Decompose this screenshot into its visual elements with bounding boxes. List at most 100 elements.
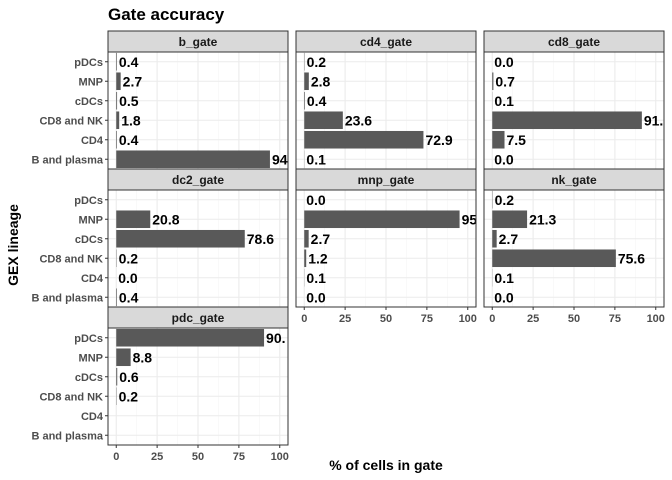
- bar-value-label: 91.: [644, 112, 663, 128]
- bar-value-label: 0.4: [119, 132, 139, 148]
- facet-strip-label: b_gate: [179, 35, 218, 49]
- y-tick-label: CD8 and NK: [39, 391, 103, 403]
- bars: 90. 8.8 0.6 0.2: [116, 328, 286, 406]
- y-tick-label: CD4: [81, 411, 104, 423]
- bar: [116, 111, 120, 130]
- bars: 0.2 2.8 0.4 23.6 72.9 0.1: [304, 52, 453, 169]
- bar: [304, 249, 307, 268]
- facet-nk_gate: nk_gate 0.2 21.3 2.7 75.6 0.1 0.0 0 25 50 75 100: [483, 168, 665, 325]
- y-tick-label: CD4: [81, 135, 104, 147]
- bar: [492, 249, 616, 268]
- x-tick-label: 50: [380, 313, 392, 325]
- y-tick-label: CD4: [81, 273, 104, 285]
- bar-value-label: 0.7: [495, 73, 515, 89]
- bar-value-label: 0.0: [494, 151, 514, 167]
- x-tick-label: 25: [151, 451, 163, 463]
- bar-value-label: 0.4: [119, 54, 139, 70]
- bar: [116, 288, 117, 307]
- bar: [116, 130, 117, 149]
- y-tick-label: cDCs: [75, 372, 103, 384]
- bar-value-label: 72.9: [425, 132, 452, 148]
- x-axis-title: % of cells in gate: [329, 457, 443, 473]
- bar-value-label: 94: [272, 151, 288, 167]
- facet-panels: b_gate 0.4 2.7 0.5 1.8 0.4 94 pDCs MNP cDCs CD8 an…: [31, 30, 665, 463]
- bar-value-label: 0.5: [119, 93, 139, 109]
- facet-strip-label: pdc_gate: [172, 311, 225, 325]
- bar-value-label: 23.6: [345, 112, 372, 128]
- bar: [116, 150, 270, 169]
- bar: [492, 72, 494, 91]
- bar: [304, 91, 305, 110]
- facet-strip-label: cd4_gate: [360, 35, 412, 49]
- bar: [116, 367, 118, 386]
- bar-value-label: 0.0: [118, 270, 138, 286]
- x-tick-label: 25: [527, 313, 539, 325]
- bar-value-label: 0.2: [119, 388, 139, 404]
- x-tick-label: 0: [113, 451, 119, 463]
- x-tick-label: 75: [421, 313, 433, 325]
- bar: [116, 210, 151, 229]
- y-tick-label: B and plasma: [31, 292, 103, 304]
- y-tick-label: CD8 and NK: [39, 253, 103, 265]
- bar-value-label: 0.1: [494, 270, 514, 286]
- bar-value-label: 95: [462, 211, 478, 227]
- y-tick-label: MNP: [79, 76, 103, 88]
- x-tick-label: 75: [233, 451, 245, 463]
- bar-value-label: 0.1: [306, 151, 326, 167]
- bar: [116, 91, 118, 110]
- facet-strip-label: mnp_gate: [358, 173, 415, 187]
- bar-value-label: 0.1: [306, 270, 326, 286]
- bar-value-label: 0.2: [119, 250, 139, 266]
- y-tick-label: pDCs: [74, 333, 103, 345]
- facet-cd4_gate: cd4_gate 0.2 2.8 0.4 23.6 72.9 0.1: [295, 30, 477, 170]
- bar-value-label: 75.6: [618, 250, 645, 266]
- bar: [116, 72, 121, 91]
- bar-value-label: 78.6: [247, 231, 274, 247]
- bar-value-label: 0.0: [494, 54, 514, 70]
- bar: [304, 130, 424, 149]
- bar-value-label: 90.: [266, 330, 285, 346]
- facet-strip-label: dc2_gate: [172, 173, 224, 187]
- bar: [304, 210, 460, 229]
- facet-mnp_gate: mnp_gate 0.0 95 2.7 1.2 0.1 0.0 0 25 50 75 100: [295, 168, 478, 325]
- bars: 0.4 2.7 0.5 1.8 0.4 94: [116, 52, 288, 169]
- bar: [492, 229, 497, 248]
- bar-value-label: 7.5: [507, 132, 527, 148]
- y-tick-label: pDCs: [74, 195, 103, 207]
- bar-value-label: 0.4: [119, 289, 139, 305]
- x-tick-label: 50: [568, 313, 580, 325]
- y-axis-title: GEX lineage: [5, 204, 21, 286]
- bars: 0.0 0.7 0.1 91. 7.5 0.0: [492, 54, 663, 167]
- x-tick-label: 100: [271, 451, 289, 463]
- bars: 0.2 21.3 2.7 75.6 0.1 0.0: [492, 190, 645, 305]
- y-tick-label: cDCs: [75, 96, 103, 108]
- bar-value-label: 0.0: [306, 289, 326, 305]
- y-tick-label: B and plasma: [31, 430, 103, 442]
- bars: 20.8 78.6 0.2 0.0 0.4: [116, 210, 274, 307]
- x-tick-label: 100: [647, 313, 665, 325]
- x-tick-label: 0: [489, 313, 495, 325]
- bar: [116, 328, 265, 347]
- facet-cd8_gate: cd8_gate 0.0 0.7 0.1 91. 7.5 0.0: [483, 30, 665, 170]
- bar: [116, 52, 117, 71]
- bar: [116, 348, 131, 367]
- bar: [116, 229, 245, 248]
- x-tick-label: 100: [459, 313, 477, 325]
- bar-value-label: 1.8: [121, 112, 141, 128]
- y-tick-label: B and plasma: [31, 154, 103, 166]
- bar-value-label: 0.1: [494, 93, 514, 109]
- bar-value-label: 2.7: [311, 231, 331, 247]
- bar: [492, 210, 528, 229]
- x-tick-label: 75: [609, 313, 621, 325]
- bar-value-label: 0.6: [119, 369, 139, 385]
- bar: [304, 72, 309, 91]
- y-tick-label: CD8 and NK: [39, 115, 103, 127]
- bar: [304, 229, 309, 248]
- y-tick-label: pDCs: [74, 57, 103, 69]
- y-tick-label: MNP: [79, 352, 103, 364]
- x-tick-label: 25: [339, 313, 351, 325]
- facet-dc2_gate: dc2_gate 20.8 78.6 0.2 0.0 0.4 pDCs MNP cDCs CD8 …: [31, 168, 289, 308]
- bar: [304, 111, 343, 130]
- chart-title: Gate accuracy: [108, 5, 225, 24]
